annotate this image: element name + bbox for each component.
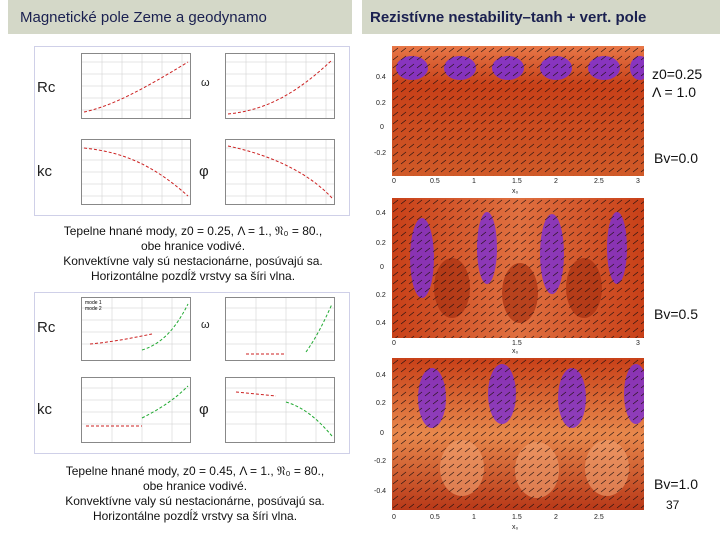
y-tick-1-1: 0.2 [376,100,386,107]
right-title-bar: Rezistívne nestability–tanh + vert. pole [362,0,720,34]
y-tick-3-3: -0.2 [374,458,387,465]
rc-curve [82,54,190,118]
legend-mode2: mode 2 [85,306,102,312]
phi-plot-2 [225,377,335,443]
y-tick-2-2: 0 [380,264,384,271]
caption-bottom-line3: Konvektívne valy sú nestacionárne, posúv… [65,494,325,508]
y-tick-2-4: 0.4 [376,320,386,327]
kc-label: kc [37,163,52,180]
caption-bottom: Tepelne hnané mody, z0 = 0.45, Λ = 1., 𝔑… [30,464,360,524]
y-tick-2-0: 0.4 [376,210,386,217]
caption-top-line2: obe hranice vodivé. [140,239,246,253]
kc-plot-2 [81,377,191,443]
kc-plot [81,139,191,205]
caption-top: Tepelne hnané mody, z0 = 0.25, Λ = 1., 𝔑… [30,224,356,284]
kc-label-2: kc [37,401,52,418]
caption-top-line4: Horizontálne pozdĺž vrstvy sa šíri vlna. [90,269,296,283]
phi-symbol-2: φ [199,401,209,418]
x-tick-3-4: 2 [554,514,558,521]
omega-symbol-2: ω [201,319,210,331]
top-dispersion-panel: Rc kc ω φ [34,46,350,216]
bv-0-label: Bv=0.0 [654,150,698,166]
x-tick-2-0: 0 [392,340,396,347]
x-tick-1-5: 2.5 [594,178,604,185]
y-tick-1-2: 0 [380,124,384,131]
x-tick-3-3: 1.5 [512,514,522,521]
rc-label-2: Rc [37,319,56,336]
rc-plot-2: mode 1 mode 2 [81,297,191,361]
bottom-dispersion-panel: Rc kc ω φ mode 1 mode 2 [34,292,350,454]
x-tick-1-1: 0.5 [430,178,440,185]
caption-bottom-line4: Horizontálne pozdĺž vrstvy sa šíri vlna. [92,509,298,523]
caption-top-line1: Tepelne hnané mody, z0 = 0.25, Λ = 1., 𝔑… [63,224,323,238]
y-tick-3-2: 0 [380,430,384,437]
param-z0: z0=0.25 [652,66,703,82]
left-title: Magnetické pole Zeme a geodynamo [20,9,267,26]
omega-plot [225,53,335,119]
y-tick-3-4: -0.4 [374,488,387,495]
param-lambda: Λ = 1.0 [652,84,696,100]
omega-curve-2 [226,298,334,360]
phi-symbol: φ [199,163,209,180]
x-tick-1-3: 1.5 [512,178,522,185]
x-tick-1-0: 0 [392,178,396,185]
caption-top-line3: Konvektívne valy sú nestacionárne, posúv… [63,254,323,268]
phi-curve-2 [226,378,334,442]
x-tick-2-6: 3 [636,340,640,347]
x-tick-3-2: 1 [472,514,476,521]
x-tick-3-5: 2.5 [594,514,604,521]
phi-curve [226,140,334,204]
y-tick-2-3: 0.2 [376,292,386,299]
rc-plot [81,53,191,119]
field-plot-bv0 [392,46,644,176]
rc-curve-2 [82,298,190,360]
x-label-1: x₀ [512,188,519,195]
y-tick-2-1: 0.2 [376,240,386,247]
x-tick-3-0: 0 [392,514,396,521]
x-tick-2-3: 1.5 [512,340,522,347]
kc-curve-2 [82,378,190,442]
kc-curve [82,140,190,204]
caption-bottom-line1: Tepelne hnané mody, z0 = 0.45, Λ = 1., 𝔑… [65,464,325,478]
bv-05-label: Bv=0.5 [654,306,698,322]
omega-curve [226,54,334,118]
y-tick-3-1: 0.2 [376,400,386,407]
legend-mode1: mode 1 [85,300,102,306]
page-number: 37 [666,498,680,512]
rc-label: Rc [37,79,56,96]
x-tick-1-6: 3 [636,178,640,185]
y-tick-1-3: -0.2 [374,150,387,157]
field-plot-bv1 [392,358,644,510]
bv-1-label: Bv=1.0 [654,476,698,492]
caption-bottom-line2: obe hranice vodivé. [142,479,248,493]
phi-plot [225,139,335,205]
y-tick-3-0: 0.4 [376,372,386,379]
x-label-2: x₀ [512,348,519,355]
omega-symbol: ω [201,77,210,89]
omega-plot-2 [225,297,335,361]
y-tick-1-0: 0.4 [376,74,386,81]
x-tick-1-4: 2 [554,178,558,185]
left-title-bar: Magnetické pole Zeme a geodynamo [8,0,352,34]
right-title: Rezistívne nestability–tanh + vert. pole [370,9,647,26]
x-tick-3-1: 0.5 [430,514,440,521]
field-plot-bv05 [392,198,644,338]
x-label-3: x₀ [512,524,519,531]
x-tick-1-2: 1 [472,178,476,185]
